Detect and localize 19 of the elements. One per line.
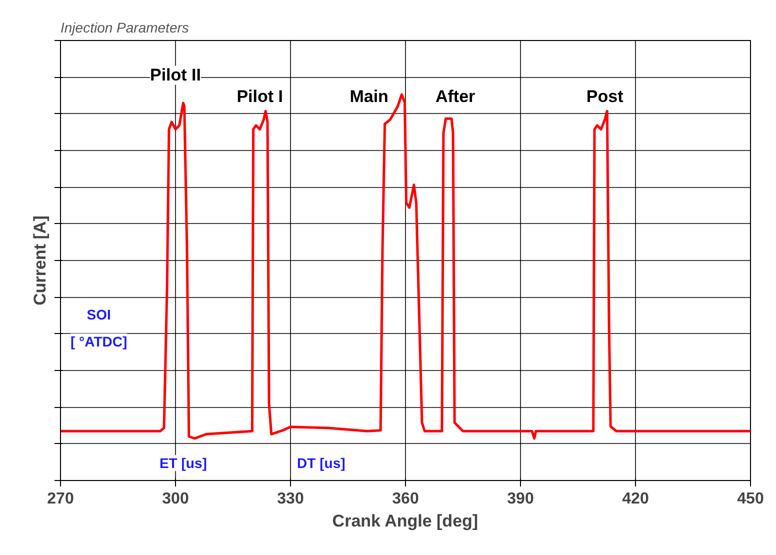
x-tick-label: 330 (277, 490, 304, 508)
x-tick-label: 300 (162, 490, 189, 508)
x-tick-label: 450 (737, 490, 764, 508)
chart-title: Injection Parameters (60, 20, 189, 36)
x-axis-title: Crank Angle [deg] (332, 512, 478, 530)
x-tick-label: 420 (622, 490, 649, 508)
x-tick-label: 360 (392, 490, 419, 508)
annotation: Main (350, 86, 388, 106)
annotation: Pilot I (236, 86, 283, 106)
x-tick-label: 270 (47, 490, 74, 508)
annotation: ET [us] (159, 455, 207, 472)
text: Pilot II (150, 66, 201, 85)
annotation: SOI (86, 306, 111, 323)
annotation: Post (586, 86, 624, 106)
annotation: DT [us] (297, 455, 346, 472)
y-axis-title: Current [A] (30, 216, 50, 306)
x-tick-label: 390 (507, 490, 534, 508)
annotation: After (436, 86, 476, 106)
annotation: [ °ATDC] (70, 334, 128, 350)
